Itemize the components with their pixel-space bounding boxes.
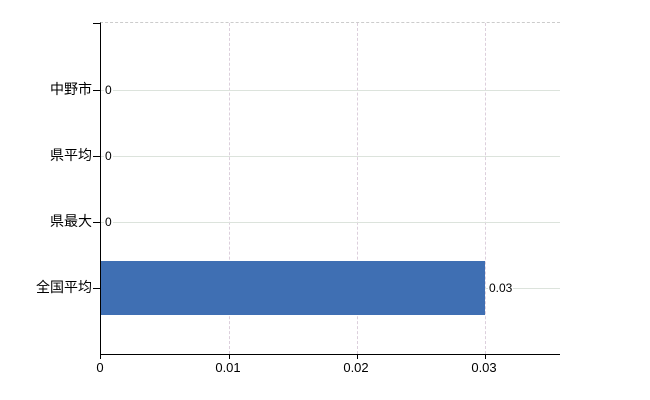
horizontal-gridline (101, 156, 560, 157)
value-label: 0 (104, 82, 113, 98)
x-tick-label: 0 (96, 360, 104, 375)
vertical-gridline (485, 23, 486, 354)
x-tick-label: 0.01 (215, 360, 241, 375)
x-tick-label: 0.02 (343, 360, 369, 375)
y-axis-tick (93, 156, 100, 157)
y-axis-tick (93, 288, 100, 289)
x-axis-tick (485, 354, 486, 359)
x-axis-tick (357, 354, 358, 359)
category-label: 中野市 (50, 81, 92, 97)
horizontal-gridline (101, 222, 560, 223)
value-label: 0 (104, 214, 113, 230)
y-axis-tick (93, 222, 100, 223)
x-axis-tick (100, 354, 101, 359)
category-label: 県最大 (50, 213, 92, 229)
category-label: 全国平均 (36, 279, 92, 295)
category-label: 県平均 (50, 147, 92, 163)
vertical-gridline (357, 23, 358, 354)
bar[interactable] (101, 261, 485, 315)
y-axis-tick (93, 90, 100, 91)
vertical-gridline (229, 23, 230, 354)
horizontal-gridline (101, 90, 560, 91)
x-axis-tick (229, 354, 230, 359)
x-tick-label: 0.03 (471, 360, 497, 375)
y-axis-tick (93, 23, 100, 24)
value-label: 0 (104, 148, 113, 164)
plot-area: 0 0 0 0.03 (93, 22, 560, 359)
value-label: 0.03 (488, 280, 514, 296)
